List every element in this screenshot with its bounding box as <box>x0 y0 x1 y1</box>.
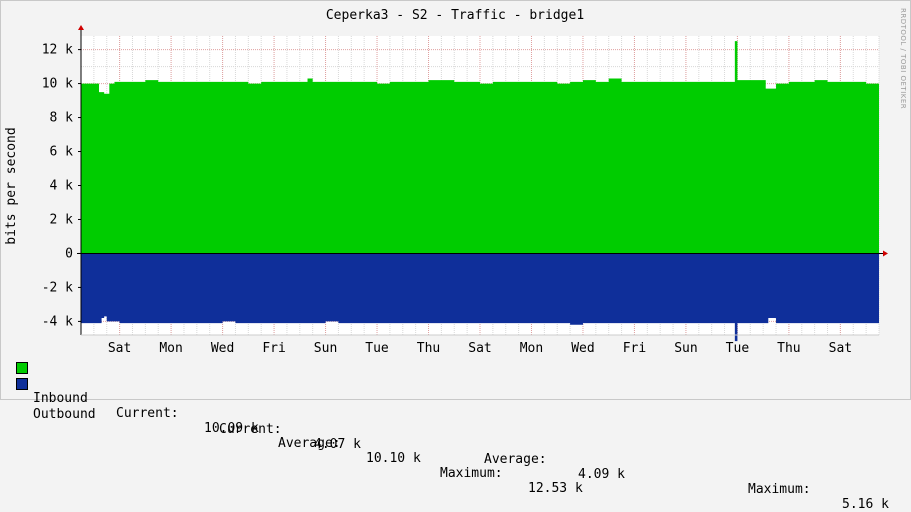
inbound-maximum-value: 12.53 k <box>528 481 583 496</box>
y-axis-label: bits per second <box>4 127 19 244</box>
legend-outbound: Outbound Current: 4.07 k Average: 4.09 k… <box>16 377 896 512</box>
inbound-average-value: 10.10 k <box>366 451 421 466</box>
rrdtool-watermark: RRDTOOL / TOBI OETIKER <box>899 8 907 110</box>
x-tick-label: Fri <box>262 341 285 356</box>
y-tick-label: 4 k <box>50 179 74 194</box>
plot-area <box>81 41 879 342</box>
x-tick-label: Sun <box>314 341 337 356</box>
y-tick-label: 0 <box>65 246 73 261</box>
y-axis-arrow <box>78 25 84 30</box>
x-tick-label: Tue <box>726 341 750 356</box>
outbound-current-value: 4.07 k <box>314 437 361 452</box>
outbound-average-label: Average: <box>484 452 547 467</box>
y-tick-label: 8 k <box>50 111 74 126</box>
x-tick-label: Mon <box>520 341 543 356</box>
outbound-maximum-label: Maximum: <box>748 482 811 497</box>
x-ticks: Sat Mon Wed Fri Sun Tue Thu Sat Mon Wed Fri Sun Tue T… <box>108 341 852 356</box>
y-tick-label: 6 k <box>50 145 74 160</box>
outbound-maximum-value: 5.16 k <box>842 497 889 512</box>
outbound-swatch <box>16 378 28 390</box>
inbound-current-label: Current: <box>116 406 179 421</box>
legend-inbound: Inbound Current: 10.09 k Average: 10.10 … <box>16 361 896 496</box>
traffic-chart: Ceperka3 - S2 - Traffic - bridge1 bits p… <box>4 8 888 356</box>
x-tick-label: Fri <box>623 341 646 356</box>
x-tick-label: Wed <box>211 341 234 356</box>
inbound-swatch <box>16 362 28 374</box>
x-tick-label: Sat <box>108 341 131 356</box>
x-tick-label: Thu <box>777 341 800 356</box>
series-area-inbound <box>81 41 879 254</box>
y-tick-label: -2 k <box>42 280 73 295</box>
inbound-name: Inbound <box>33 391 88 406</box>
x-tick-label: Thu <box>417 341 440 356</box>
axes <box>77 25 888 336</box>
y-tick-label: 12 k <box>42 43 73 58</box>
inbound-maximum-label: Maximum: <box>440 466 503 481</box>
x-tick-label: Wed <box>571 341 594 356</box>
x-tick-label: Tue <box>365 341 389 356</box>
x-tick-label: Sat <box>829 341 852 356</box>
y-tick-label: 2 k <box>50 212 74 227</box>
y-tick-label: 10 k <box>42 77 73 92</box>
outbound-current-label: Current: <box>219 422 282 437</box>
y-ticks: -4 k -2 k 0 2 k 4 k 6 k 8 k 10 k 12 k <box>42 43 81 329</box>
series-area-outbound <box>81 253 879 342</box>
x-tick-label: Mon <box>159 341 182 356</box>
x-tick-label: Sun <box>674 341 697 356</box>
x-axis-arrow <box>883 250 888 257</box>
outbound-average-value: 4.09 k <box>578 467 625 482</box>
y-tick-label: -4 k <box>42 314 73 329</box>
outbound-name: Outbound <box>33 407 96 422</box>
x-tick-label: Sat <box>468 341 491 356</box>
chart-title: Ceperka3 - S2 - Traffic - bridge1 <box>326 8 584 23</box>
